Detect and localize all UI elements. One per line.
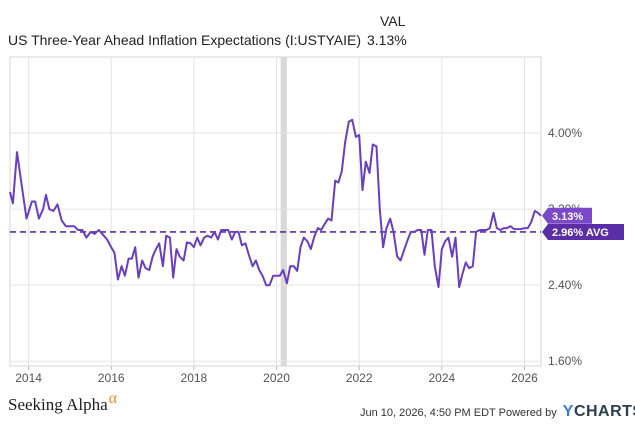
x-tick-label: 2018 [181, 371, 208, 385]
x-tick-label: 2014 [15, 371, 42, 385]
shaded-band [280, 57, 287, 366]
plot-frame [9, 56, 542, 367]
x-tick-label: 2024 [428, 371, 455, 385]
series-line [9, 118, 542, 289]
alpha-mark: α [108, 390, 118, 407]
x-tick-label: 2026 [511, 371, 538, 385]
x-tick-label: 2022 [346, 371, 373, 385]
seeking-alpha-logo: Seeking Alphaα [8, 390, 117, 415]
chart-footer: Jun 10, 2026, 4:50 PM EDT Powered by YCH… [360, 403, 635, 421]
series-legend-name: US Three-Year Ahead Inflation Expectatio… [8, 32, 362, 48]
value-column-header: VAL [380, 13, 406, 29]
average-value-label: 2.96% AVG [552, 227, 609, 239]
powered-by-text: Powered by [498, 407, 557, 419]
average-value-tag [542, 223, 624, 240]
timestamp: Jun 10, 2026, 4:50 PM EDT [360, 407, 496, 419]
ycharts-wordmark: CHARTS [573, 403, 635, 420]
ycharts-y: Y [562, 403, 574, 420]
seeking-alpha-wordmark: Seeking Alpha [8, 395, 108, 414]
series-legend-value: 3.13% [367, 32, 407, 48]
ycharts-logo: YCHARTS [563, 403, 635, 420]
x-tick-label: 2016 [98, 371, 125, 385]
y-tick-label: 4.00% [548, 126, 582, 140]
last-value-tag [542, 207, 592, 224]
y-tick-label: 1.60% [548, 354, 582, 368]
y-tick-label: 2.40% [548, 278, 582, 292]
x-tick-label: 2020 [263, 371, 290, 385]
last-value-label: 3.13% [552, 211, 583, 223]
